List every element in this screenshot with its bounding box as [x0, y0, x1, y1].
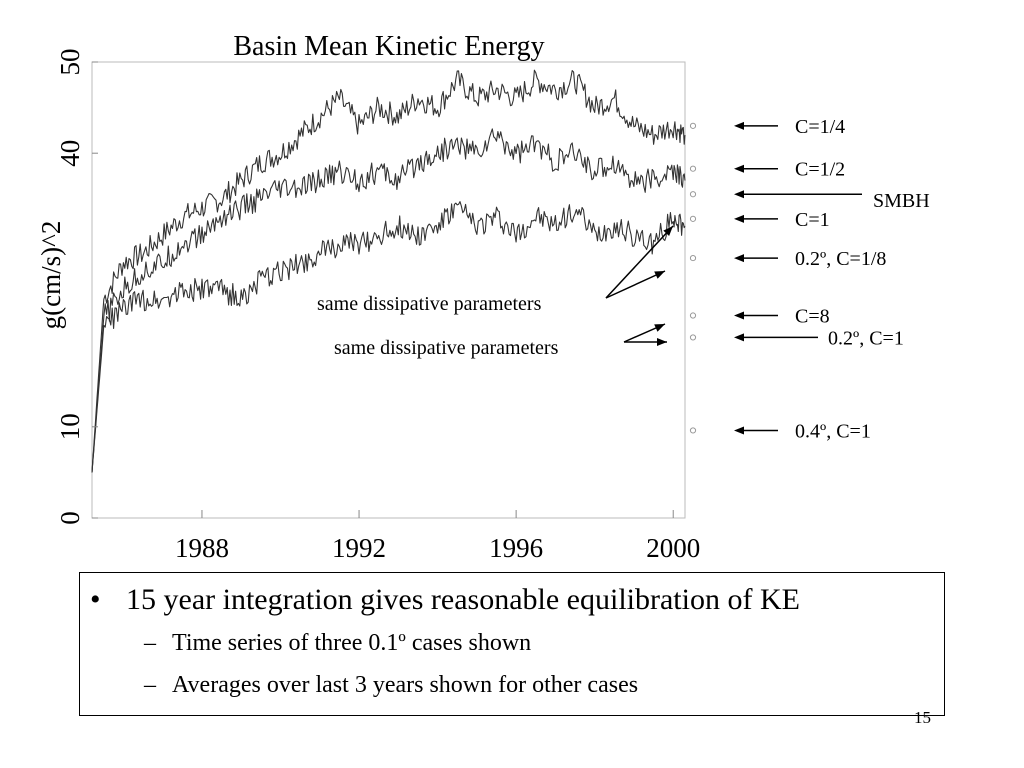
marker-arrow-head [734, 214, 744, 223]
sub-bullet-text: Averages over last 3 years shown for oth… [172, 672, 639, 698]
average-marker [689, 191, 697, 198]
dash-glyph: – [144, 672, 156, 698]
marker-label: 0.4º, C=1 [795, 420, 871, 442]
annotation-text: same dissipative parameters [317, 293, 542, 315]
average-marker [689, 165, 697, 172]
kinetic-energy-chart: Basin Mean Kinetic Energy g(cm/s)^2 1988… [36, 31, 930, 563]
y-tick-label: 40 [55, 140, 85, 167]
average-marker [689, 334, 697, 341]
dash-glyph: – [144, 630, 156, 656]
x-tick-label: 1992 [332, 533, 386, 563]
sub-bullet-1: – Time series of three 0.1º cases shown [144, 629, 531, 657]
marker-label: C=1/4 [795, 116, 845, 138]
summary-box: • 15 year integration gives reasonable eq… [79, 572, 945, 716]
y-ticks: 0 10 40 50 [55, 49, 98, 525]
marker-label: SMBH [873, 190, 930, 212]
average-marker [689, 427, 697, 434]
annotation-text: same dissipative parameters [334, 337, 559, 359]
sub-bullet-text: Time series of three 0.1º cases shown [172, 630, 532, 656]
marker-label: C=1/2 [795, 159, 845, 181]
plot-border [91, 61, 686, 519]
average-marker [689, 312, 697, 319]
marker-arrow-head [734, 254, 744, 263]
series-line-c-1-2 [91, 128, 686, 473]
average-marker [689, 122, 697, 129]
marker-arrow-head [734, 164, 744, 173]
annotations: same dissipative parameters same dissipat… [317, 225, 674, 359]
y-tick-label: 0 [55, 511, 85, 525]
marker-arrow-head [734, 311, 744, 320]
annotation-arrow-line [605, 225, 674, 299]
marker-label: 0.2º, C=1 [828, 327, 904, 349]
marker-arrow-head [734, 190, 744, 199]
y-tick-label: 50 [55, 49, 85, 76]
chart-title: Basin Mean Kinetic Energy [233, 31, 544, 62]
marker-label: 0.2º, C=1/8 [795, 248, 886, 270]
marker-arrow-head [734, 426, 744, 435]
slide-number: 15 [914, 708, 931, 727]
annotation-arrow-head [654, 324, 665, 332]
x-ticks: 1988 1992 1996 2000 [175, 510, 700, 563]
x-tick-label: 1996 [489, 533, 543, 563]
series-group [91, 69, 686, 473]
annotation-arrow-head [657, 338, 667, 346]
sub-bullet-2: – Averages over last 3 years shown for ot… [144, 671, 638, 699]
series-line-c-1 [91, 201, 686, 473]
bullet-glyph: • [90, 583, 101, 616]
average-marker [689, 254, 697, 262]
x-tick-label: 1988 [175, 533, 229, 563]
annotation-arrow-line [605, 270, 666, 299]
marker-label: C=1 [795, 209, 830, 231]
annotation-arrow-head [663, 226, 673, 236]
marker-label: C=8 [795, 306, 830, 328]
main-bullet-text: 15 year integration gives reasonable equ… [126, 583, 800, 616]
x-tick-label: 2000 [646, 533, 700, 563]
average-markers: C=1/4 C=1/2 SMBH C=1 0.2º, C=1/8 C=80.2º, C=1… [689, 116, 930, 442]
y-axis-label: g(cm/s)^2 [36, 221, 66, 330]
y-tick-label: 10 [55, 413, 85, 440]
marker-arrow-head [734, 121, 744, 130]
series-line-c-1-4 [91, 69, 686, 473]
annotation-arrow-head [654, 271, 665, 279]
plot-frame [91, 61, 686, 519]
average-marker [689, 215, 697, 222]
marker-arrow-head [734, 333, 744, 342]
main-bullet: • 15 year integration gives reasonable eq… [90, 583, 800, 617]
